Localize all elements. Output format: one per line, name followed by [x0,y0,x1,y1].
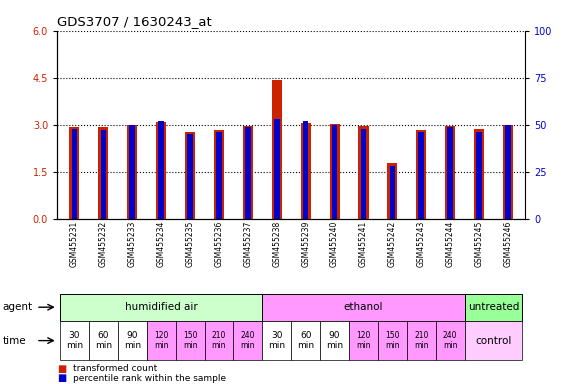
Bar [465,321,522,360]
Bar [100,131,106,219]
Text: GSM455232: GSM455232 [99,220,108,266]
Text: ethanol: ethanol [344,302,383,312]
Text: GSM455242: GSM455242 [388,220,397,266]
Bar [176,321,204,360]
Bar [245,127,251,219]
Text: humidified air: humidified air [125,302,198,312]
Text: 210
min: 210 min [414,331,428,350]
Text: 60
min: 60 min [297,331,314,350]
Bar [185,132,195,219]
Bar [448,127,453,219]
Bar [98,127,108,219]
Bar [303,121,308,219]
Text: GSM455235: GSM455235 [186,220,195,267]
Bar [130,125,135,219]
Bar [118,321,147,360]
Bar [272,80,282,219]
Bar [361,129,366,219]
Bar [445,126,455,219]
Bar [378,321,407,360]
Text: GSM455234: GSM455234 [156,220,166,267]
Bar [71,129,77,219]
Text: 120
min: 120 min [356,331,371,350]
Text: GSM455240: GSM455240 [330,220,339,267]
Bar [60,294,262,321]
Text: GSM455236: GSM455236 [215,220,223,267]
Bar [262,294,465,321]
Bar [127,125,137,219]
Bar [243,126,253,219]
Text: percentile rank within the sample: percentile rank within the sample [73,374,226,383]
Bar [387,163,397,219]
Text: ■: ■ [57,364,66,374]
Bar [416,129,427,219]
Text: GSM455246: GSM455246 [504,220,513,267]
Text: GSM455245: GSM455245 [475,220,484,267]
Bar [262,321,291,360]
Bar [274,119,280,219]
Bar [291,321,320,360]
Text: GSM455243: GSM455243 [417,220,426,267]
Bar [389,166,395,219]
Bar [214,129,224,219]
Bar [505,125,511,219]
Bar [419,132,424,219]
Text: time: time [3,336,26,346]
Text: 150
min: 150 min [183,331,198,350]
Text: 150
min: 150 min [385,331,400,350]
Bar [359,126,368,219]
Text: GSM455239: GSM455239 [301,220,310,267]
Bar [187,134,193,219]
Bar [60,321,89,360]
Text: 90
min: 90 min [124,331,141,350]
Bar [329,124,340,219]
Text: GSM455241: GSM455241 [359,220,368,266]
Bar [89,321,118,360]
Bar [70,127,79,219]
Bar [320,321,349,360]
Text: 240
min: 240 min [240,331,255,350]
Text: GSM455237: GSM455237 [243,220,252,267]
Bar [476,132,482,219]
Bar [147,321,176,360]
Text: 30
min: 30 min [66,331,83,350]
Text: untreated: untreated [468,302,519,312]
Bar [216,132,222,219]
Text: GSM455233: GSM455233 [128,220,136,267]
Text: control: control [475,336,512,346]
Text: 60
min: 60 min [95,331,112,350]
Text: 90
min: 90 min [326,331,343,350]
Bar [204,321,234,360]
Text: 210
min: 210 min [212,331,226,350]
Bar [436,321,465,360]
Text: agent: agent [3,302,33,312]
Bar [234,321,262,360]
Bar [156,122,166,219]
Text: ■: ■ [57,373,66,383]
Text: GDS3707 / 1630243_at: GDS3707 / 1630243_at [57,15,212,28]
Text: GSM455244: GSM455244 [446,220,455,267]
Text: 30
min: 30 min [268,331,286,350]
Bar [465,294,522,321]
Bar [300,122,311,219]
Text: transformed count: transformed count [73,364,158,373]
Bar [158,121,164,219]
Bar [474,129,484,219]
Bar [407,321,436,360]
Text: 240
min: 240 min [443,331,457,350]
Bar [332,125,337,219]
Text: GSM455238: GSM455238 [272,220,282,266]
Bar [503,125,513,219]
Text: 120
min: 120 min [154,331,168,350]
Text: GSM455231: GSM455231 [70,220,79,266]
Bar [349,321,378,360]
